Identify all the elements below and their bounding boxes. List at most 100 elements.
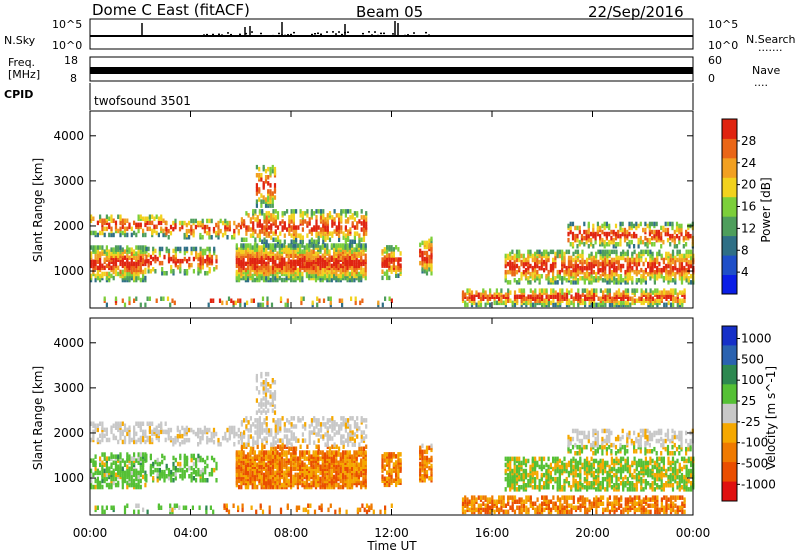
heatmap-cell <box>264 197 268 202</box>
heatmap-cell <box>570 255 573 261</box>
heatmap-cell <box>552 257 555 263</box>
heatmap-cell <box>147 252 150 258</box>
heatmap-cell <box>599 288 602 293</box>
heatmap-cell <box>133 255 136 260</box>
heatmap-cell <box>283 450 286 455</box>
heatmap-cell <box>145 474 148 479</box>
heatmap-cell <box>665 294 668 299</box>
heatmap-cell <box>206 218 209 224</box>
heatmap-cell <box>278 243 281 248</box>
heatmap-cell <box>353 462 356 467</box>
heatmap-cell <box>619 255 623 261</box>
heatmap-cell <box>482 296 485 301</box>
heatmap-cell <box>238 450 241 455</box>
nsky-point <box>206 33 208 36</box>
heatmap-cell <box>148 226 151 232</box>
heatmap-cell <box>592 255 595 261</box>
heatmap-cell <box>683 298 686 303</box>
colorbar-swatch <box>722 196 737 217</box>
heatmap-cell <box>240 444 243 449</box>
colorbar-swatch <box>722 177 737 198</box>
heatmap-cell <box>493 300 496 306</box>
heatmap-cell <box>128 296 131 301</box>
heatmap-cell <box>644 221 647 227</box>
heatmap-cell <box>292 235 295 240</box>
heatmap-cell <box>206 427 209 433</box>
heatmap-cell <box>292 229 295 234</box>
heatmap-cell <box>301 235 304 240</box>
heatmap-cell <box>534 261 537 267</box>
heatmap-cell <box>574 259 577 265</box>
heatmap-cell <box>155 230 158 236</box>
heatmap-cell <box>285 249 288 254</box>
heatmap-cell <box>103 472 106 478</box>
heatmap-cell <box>626 257 629 263</box>
heatmap-cell <box>286 227 289 232</box>
heatmap-cell <box>142 474 145 480</box>
heatmap-cell <box>133 439 136 445</box>
heatmap-cell <box>121 257 124 262</box>
heatmap-cell <box>513 269 516 275</box>
heatmap-cell <box>527 253 530 259</box>
heatmap-cell <box>137 421 140 426</box>
heatmap-cell <box>678 253 681 259</box>
heatmap-cell <box>357 259 360 264</box>
heatmap-cell <box>139 421 142 426</box>
heatmap-cell <box>527 294 530 299</box>
heatmap-cell <box>303 480 306 486</box>
heatmap-cell <box>636 298 639 303</box>
heatmap-cell <box>232 300 235 306</box>
heatmap-cell <box>687 231 690 237</box>
heatmap-cell <box>252 436 255 441</box>
heatmap-cell <box>619 225 622 231</box>
heatmap-cell <box>509 255 512 261</box>
heatmap-cell <box>228 425 231 431</box>
heatmap-cell <box>290 474 293 480</box>
heatmap-cell <box>323 261 327 267</box>
heatmap-cell <box>347 229 350 234</box>
heatmap-cell <box>179 453 182 459</box>
heatmap-cell <box>190 246 193 252</box>
heatmap-cell <box>328 484 331 490</box>
heatmap-cell <box>192 476 195 481</box>
heatmap-cell <box>135 431 138 437</box>
heatmap-cell <box>342 231 345 236</box>
heatmap-cell <box>545 274 548 279</box>
heatmap-cell <box>172 437 175 443</box>
nsearch-dots: ....... <box>758 41 782 54</box>
heatmap-cell <box>339 263 342 269</box>
heatmap-cell <box>662 257 665 263</box>
heatmap-cell <box>626 300 630 306</box>
heatmap-cell <box>112 259 115 264</box>
heatmap-cell <box>657 229 660 235</box>
heatmap-cell <box>290 259 293 264</box>
heatmap-cell <box>681 298 684 303</box>
heatmap-cell <box>255 164 258 170</box>
heatmap-cell <box>179 461 182 467</box>
heatmap-cell <box>121 218 124 223</box>
heatmap-cell <box>464 300 467 306</box>
heatmap-cell <box>174 222 177 228</box>
heatmap-cell <box>593 288 596 293</box>
heatmap-cell <box>333 209 336 214</box>
heatmap-cell <box>330 456 333 461</box>
heatmap-cell <box>509 298 512 303</box>
heatmap-cell <box>283 462 286 467</box>
heatmap-cell <box>283 422 286 427</box>
heatmap-cell <box>362 450 365 455</box>
heatmap-cell <box>515 253 519 259</box>
heatmap-cell <box>163 455 166 461</box>
heatmap-cell <box>635 221 638 227</box>
heatmap-cell <box>340 217 343 222</box>
heatmap-cell <box>153 216 156 221</box>
nsky-point <box>203 34 205 36</box>
heatmap-cell <box>626 261 629 267</box>
heatmap-cell <box>261 442 264 447</box>
heatmap-cell <box>135 251 138 256</box>
heatmap-cell <box>212 439 216 445</box>
heatmap-cell <box>666 237 670 243</box>
heatmap-cell <box>265 436 268 441</box>
heatmap-cell <box>183 246 186 252</box>
heatmap-cell <box>90 458 93 463</box>
heatmap-cell <box>552 249 555 255</box>
